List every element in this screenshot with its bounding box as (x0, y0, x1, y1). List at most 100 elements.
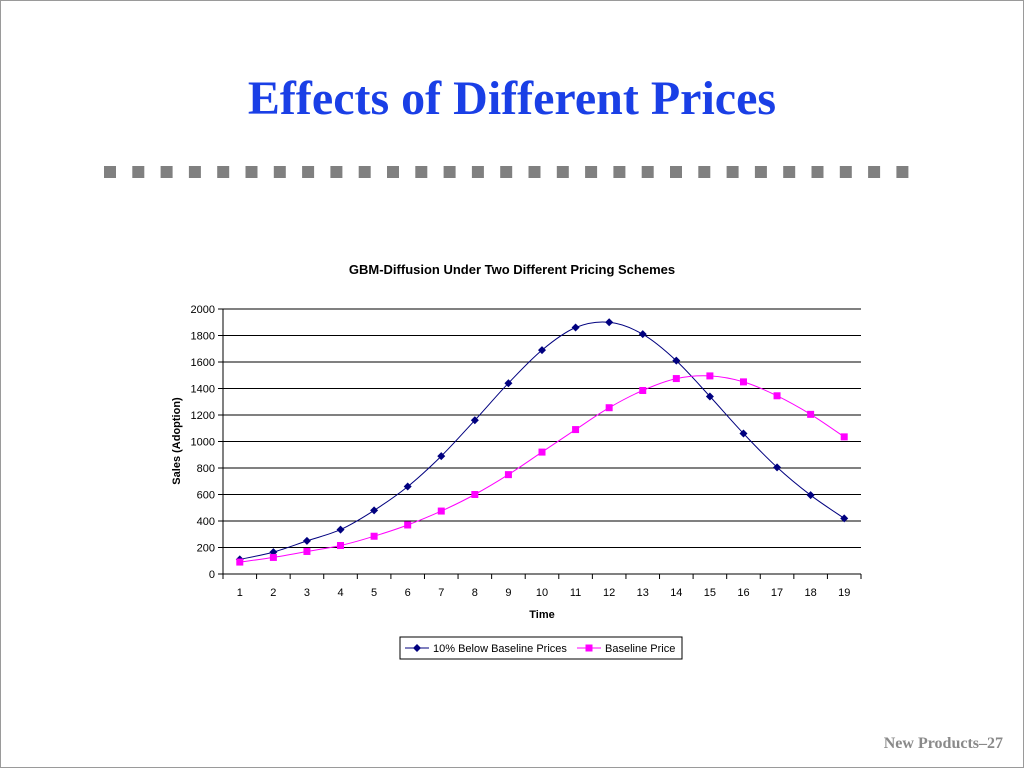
data-point (437, 507, 445, 515)
x-tick-label: 19 (838, 587, 850, 599)
divider-square (839, 166, 852, 178)
x-tick-label: 15 (704, 587, 716, 599)
x-tick-label: 4 (337, 587, 343, 599)
legend-marker (585, 644, 593, 652)
data-point (672, 375, 680, 383)
divider-square (358, 166, 371, 178)
data-point (269, 553, 277, 561)
x-tick-label: 9 (505, 587, 511, 599)
legend-label: Baseline Price (605, 643, 675, 655)
x-tick-label: 11 (570, 587, 581, 599)
x-tick-label: 17 (771, 587, 783, 599)
series-below-baseline (235, 318, 849, 564)
data-point (705, 392, 714, 401)
x-tick-label: 1 (237, 587, 243, 599)
divider-square (104, 166, 116, 178)
gridlines (223, 308, 861, 548)
divider-square (443, 166, 456, 178)
y-tick-label: 1000 (191, 437, 215, 449)
divider-square (387, 166, 399, 178)
slide-footer: New Products–27 (883, 735, 1003, 752)
slide-title: Effects of Different Prices (247, 72, 777, 125)
y-tick-label: 2000 (191, 304, 215, 316)
x-tick-label: 3 (304, 587, 310, 599)
data-point (504, 379, 513, 388)
divider-square (245, 166, 258, 178)
x-tick-label: 6 (405, 587, 411, 599)
data-point (404, 521, 412, 529)
divider-square (160, 166, 173, 178)
divider-square (330, 166, 343, 178)
x-tick-label: 14 (670, 587, 682, 599)
divider-square (670, 166, 682, 178)
x-axis-label: Time (529, 609, 554, 621)
chart-title: GBM-Diffusion Under Two Different Pricin… (349, 262, 675, 277)
x-tick-label: 5 (371, 587, 377, 599)
data-point (773, 463, 782, 472)
x-tick-label: 13 (637, 587, 649, 599)
x-tick-label: 16 (737, 587, 749, 599)
x-tick-label: 7 (438, 587, 444, 599)
divider-square (273, 166, 286, 178)
divider-square (726, 166, 739, 178)
divider-square (302, 166, 315, 178)
data-point (773, 392, 781, 400)
y-tick-label: 200 (197, 543, 215, 555)
divider-square (415, 166, 428, 178)
x-tick-label: 12 (603, 587, 615, 599)
divider-square (698, 166, 711, 178)
divider-square (754, 166, 767, 178)
data-point (470, 416, 479, 425)
y-axis-label: Sales (Adoption) (171, 397, 183, 485)
legend-box (399, 636, 683, 660)
data-point (538, 346, 546, 355)
divider-square (868, 166, 881, 178)
divider-square (500, 166, 513, 178)
divider-square (783, 166, 796, 178)
data-point (302, 536, 311, 545)
divider-square (613, 166, 626, 178)
divider-square (471, 166, 484, 178)
series-baseline (236, 372, 848, 566)
y-tick-label: 800 (197, 463, 215, 475)
y-tick-label: 1200 (191, 410, 215, 422)
data-point (572, 426, 580, 434)
divider-square (217, 166, 230, 178)
x-axis-ticks: 1 2 3 4 5 6 7 8 9 10 11 12 13 14 15 16 17 18 19 (222, 574, 862, 599)
y-tick-label: 1800 (191, 331, 215, 343)
divider-square (132, 166, 145, 178)
legend-entry: Baseline Price (577, 643, 675, 655)
data-point (672, 356, 681, 365)
legend-entry: 10% Below Baseline Prices (405, 643, 567, 655)
data-point (370, 506, 379, 515)
data-point (370, 532, 378, 540)
dotted-divider (104, 166, 909, 178)
y-axis-ticks: 0 200 400 600 800 1000 1200 1400 1600 1800 2000 (191, 304, 223, 581)
data-point (504, 471, 512, 479)
data-point (638, 330, 647, 339)
data-point (403, 482, 412, 491)
y-tick-label: 1400 (191, 384, 215, 396)
data-point (739, 378, 747, 386)
data-point (303, 547, 311, 555)
x-tick-label: 18 (805, 587, 817, 599)
data-point (336, 525, 345, 534)
data-point (437, 452, 446, 461)
data-point (471, 491, 479, 498)
data-point (840, 433, 848, 441)
data-point (840, 514, 849, 523)
x-tick-label: 8 (472, 587, 478, 599)
legend-marker (413, 644, 421, 652)
data-point (236, 558, 244, 566)
y-tick-label: 0 (209, 569, 215, 581)
divider-square (896, 166, 909, 178)
legend-label: 10% Below Baseline Prices (433, 643, 567, 655)
data-point (739, 429, 748, 438)
divider-square (585, 166, 598, 178)
divider-square (641, 166, 654, 178)
x-tick-label: 10 (536, 587, 548, 599)
series-group (235, 318, 849, 566)
data-point (806, 491, 815, 500)
